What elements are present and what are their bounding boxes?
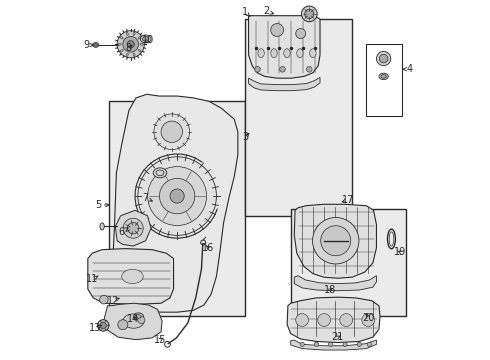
- Text: 4: 4: [403, 64, 413, 74]
- Circle shape: [159, 179, 195, 214]
- Circle shape: [123, 36, 139, 52]
- Text: 8: 8: [126, 43, 132, 53]
- Circle shape: [305, 9, 314, 18]
- Polygon shape: [291, 340, 376, 350]
- Bar: [292, 208, 406, 316]
- Circle shape: [301, 6, 317, 22]
- Text: 2: 2: [263, 6, 273, 17]
- Circle shape: [270, 23, 284, 36]
- Text: 10: 10: [142, 35, 154, 45]
- Polygon shape: [248, 77, 320, 91]
- Text: 12: 12: [107, 296, 119, 306]
- Circle shape: [127, 222, 139, 234]
- Ellipse shape: [122, 269, 143, 284]
- Text: 21: 21: [332, 332, 344, 342]
- Circle shape: [343, 342, 347, 346]
- Polygon shape: [113, 94, 238, 312]
- Text: 11: 11: [86, 274, 98, 284]
- Ellipse shape: [310, 49, 316, 58]
- Ellipse shape: [123, 314, 144, 328]
- Polygon shape: [104, 303, 162, 340]
- Ellipse shape: [134, 313, 144, 320]
- Circle shape: [376, 51, 391, 66]
- Polygon shape: [248, 16, 320, 78]
- Circle shape: [117, 31, 144, 58]
- Circle shape: [379, 54, 388, 63]
- Ellipse shape: [381, 75, 386, 78]
- Circle shape: [255, 66, 260, 72]
- Text: 14: 14: [127, 314, 140, 324]
- Polygon shape: [287, 297, 380, 342]
- Circle shape: [318, 314, 331, 327]
- Circle shape: [138, 316, 145, 324]
- Circle shape: [362, 314, 375, 327]
- Ellipse shape: [100, 223, 104, 230]
- Circle shape: [300, 342, 304, 346]
- Ellipse shape: [94, 44, 98, 46]
- Circle shape: [154, 114, 190, 150]
- Text: 1: 1: [242, 7, 250, 17]
- Text: 3: 3: [242, 132, 249, 142]
- Circle shape: [296, 28, 306, 39]
- Circle shape: [99, 296, 108, 304]
- Circle shape: [161, 121, 182, 143]
- Bar: [109, 102, 245, 316]
- Text: 13: 13: [89, 323, 101, 333]
- Circle shape: [329, 342, 333, 346]
- Ellipse shape: [258, 49, 264, 58]
- Circle shape: [296, 314, 309, 327]
- Ellipse shape: [153, 168, 167, 178]
- Circle shape: [321, 226, 351, 256]
- Text: 7: 7: [142, 193, 152, 203]
- Text: 9: 9: [83, 40, 93, 50]
- Polygon shape: [294, 204, 376, 278]
- Polygon shape: [115, 210, 151, 246]
- Ellipse shape: [93, 42, 99, 47]
- Text: 17: 17: [342, 195, 355, 204]
- Circle shape: [98, 320, 109, 331]
- Text: 6: 6: [119, 227, 128, 237]
- Polygon shape: [294, 276, 376, 291]
- Text: 16: 16: [202, 243, 215, 253]
- Text: 5: 5: [96, 200, 109, 210]
- Ellipse shape: [143, 37, 149, 41]
- Ellipse shape: [136, 315, 141, 318]
- Circle shape: [340, 314, 353, 327]
- Circle shape: [147, 167, 207, 226]
- Text: 19: 19: [394, 247, 407, 257]
- Ellipse shape: [140, 35, 151, 43]
- Ellipse shape: [284, 49, 290, 58]
- Circle shape: [306, 66, 312, 72]
- Circle shape: [100, 322, 106, 329]
- Circle shape: [123, 218, 143, 238]
- Circle shape: [314, 342, 319, 346]
- Circle shape: [170, 189, 184, 203]
- Circle shape: [367, 342, 371, 346]
- Circle shape: [118, 320, 128, 330]
- Circle shape: [127, 41, 134, 48]
- Polygon shape: [88, 249, 173, 304]
- Circle shape: [313, 217, 359, 264]
- Ellipse shape: [297, 49, 303, 58]
- Bar: [245, 19, 352, 216]
- Ellipse shape: [379, 73, 388, 80]
- Circle shape: [280, 66, 285, 72]
- Circle shape: [138, 157, 217, 235]
- Ellipse shape: [271, 49, 277, 58]
- Text: 15: 15: [154, 335, 166, 345]
- Text: 18: 18: [324, 285, 336, 295]
- Circle shape: [357, 342, 362, 346]
- Bar: [367, 44, 402, 116]
- Text: 20: 20: [362, 312, 374, 323]
